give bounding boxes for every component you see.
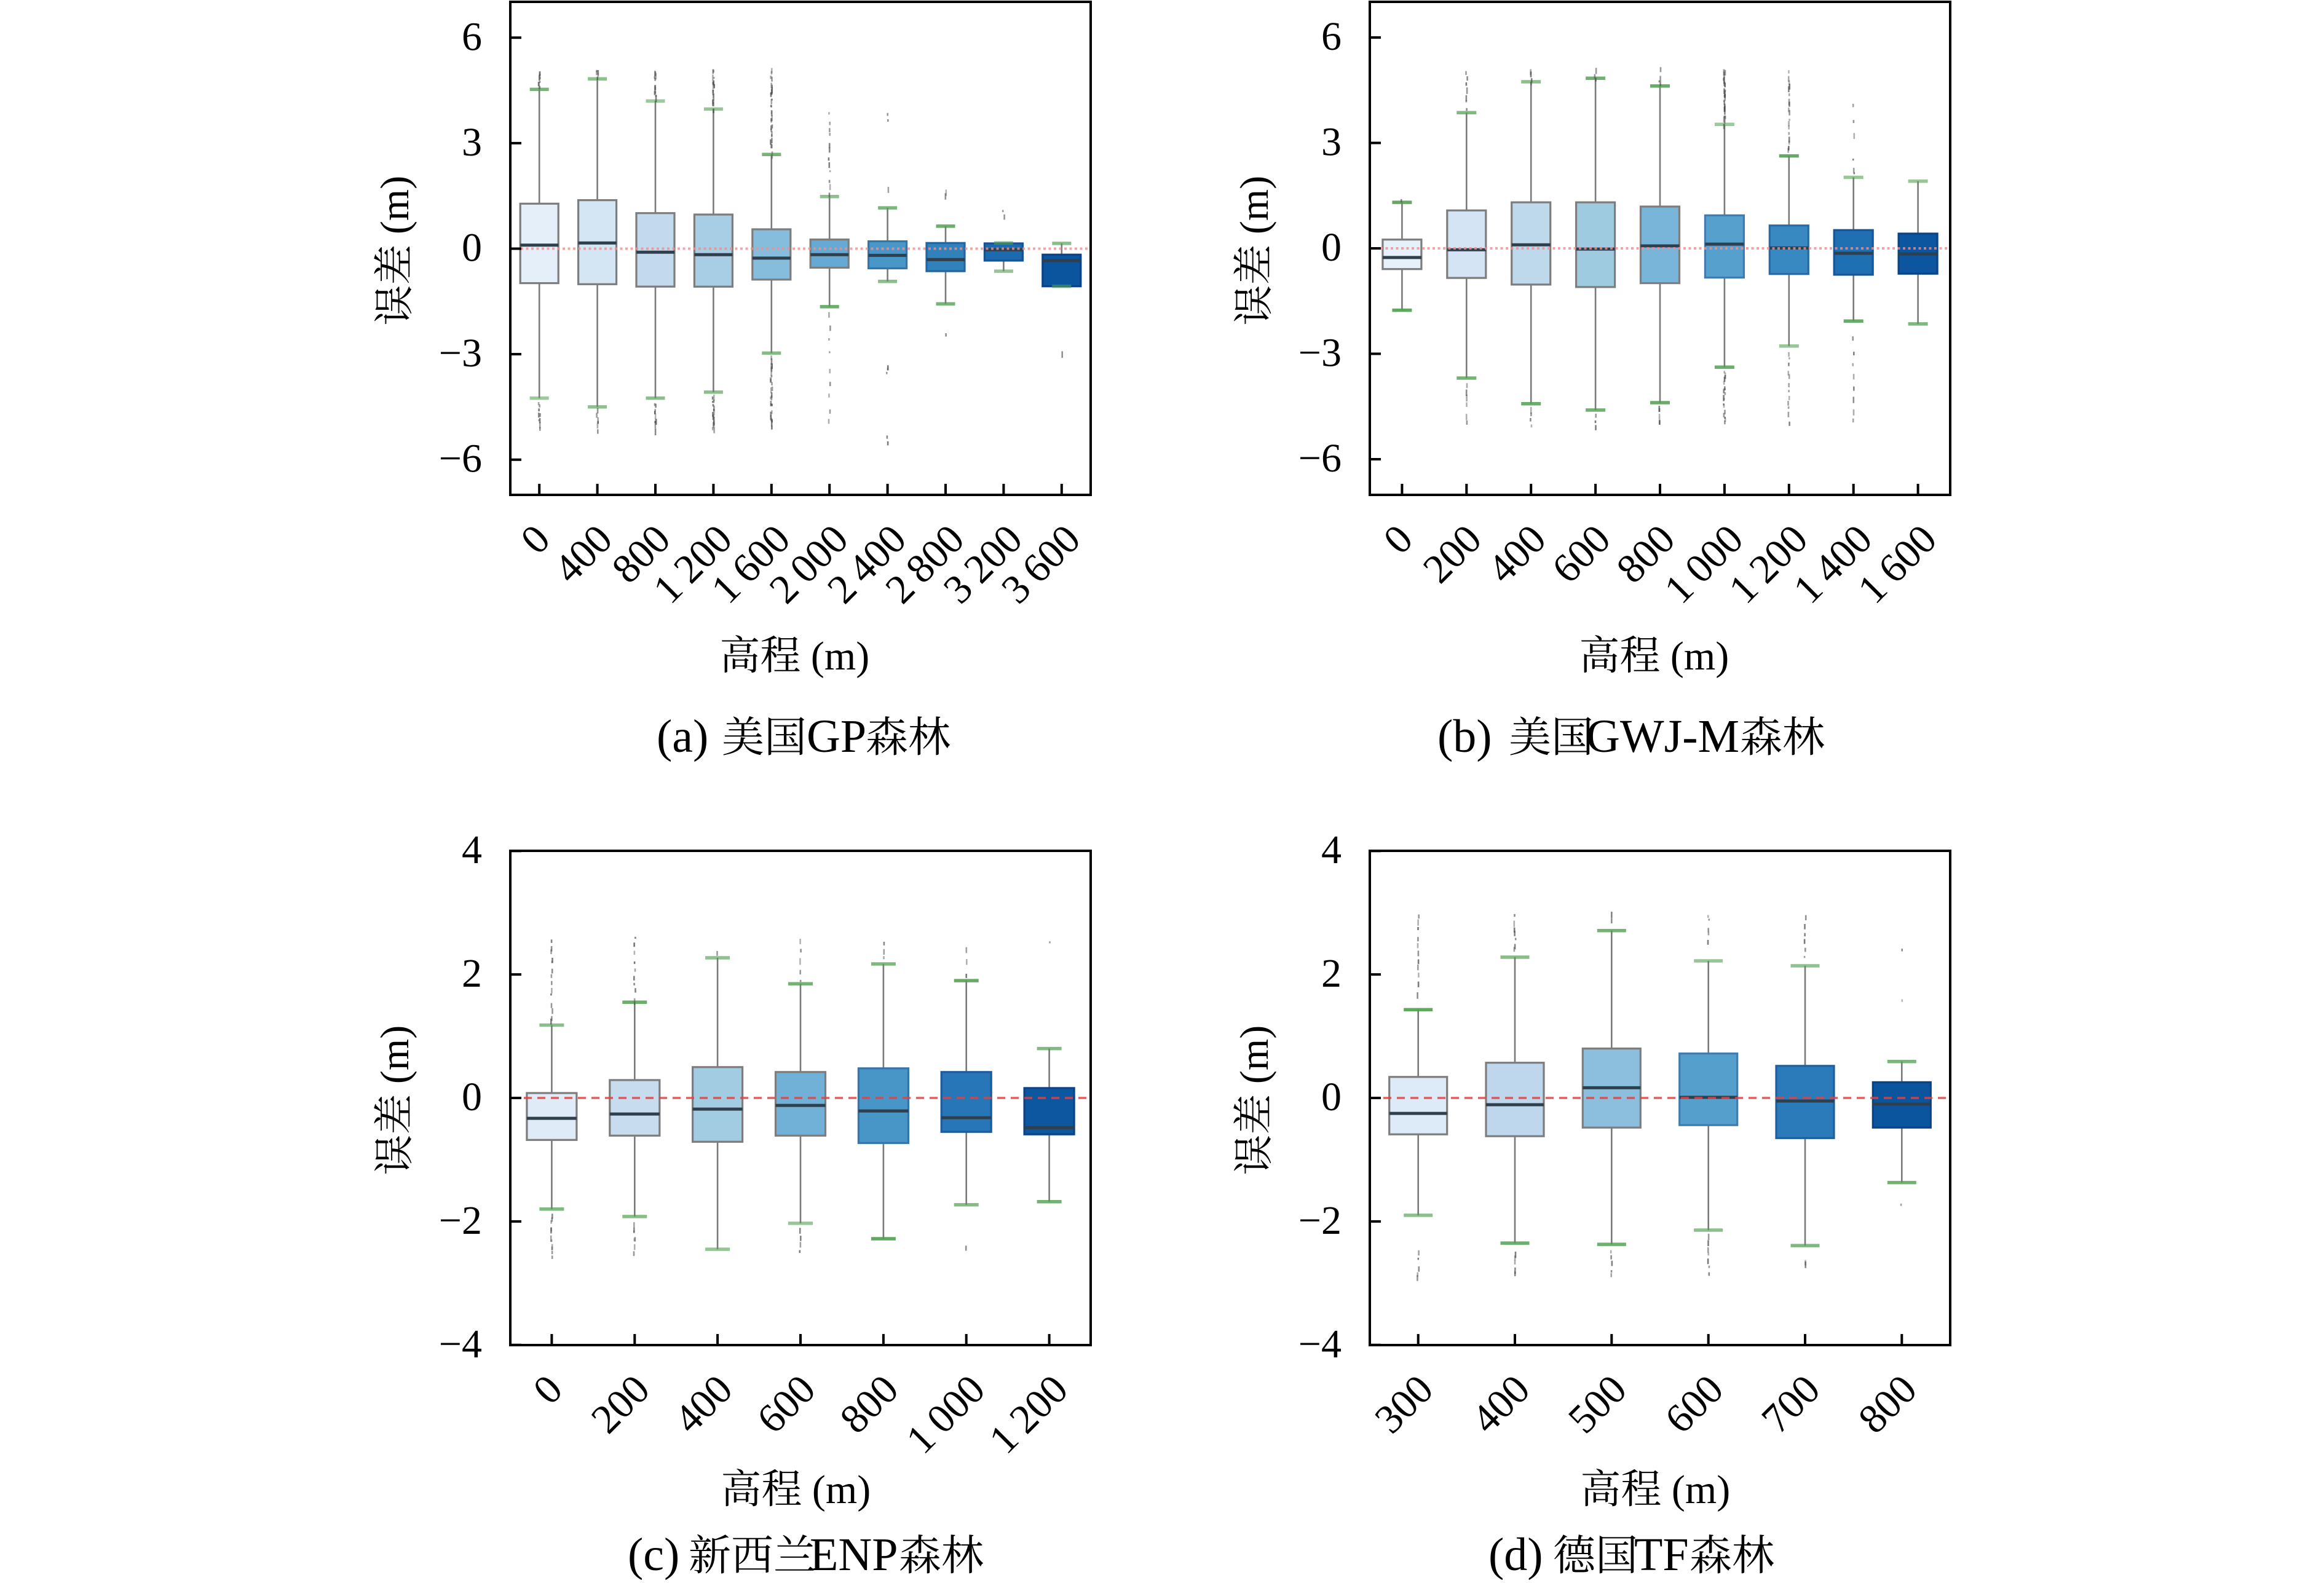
svg-text:−3: −3	[1298, 331, 1342, 376]
svg-text:2: 2	[1321, 951, 1342, 996]
svg-text:(m): (m)	[1232, 176, 1277, 245]
svg-text:6: 6	[462, 14, 482, 59]
svg-text:(c): (c)	[628, 1529, 679, 1581]
svg-text:3: 3	[462, 120, 482, 165]
svg-text:4: 4	[462, 827, 482, 872]
svg-text:(m): (m)	[1660, 634, 1729, 679]
svg-text:GWJ-M: GWJ-M	[1586, 711, 1739, 762]
svg-text:(m): (m)	[802, 1467, 871, 1512]
svg-text:4: 4	[1321, 827, 1342, 872]
svg-text:TF: TF	[1634, 1529, 1689, 1581]
svg-text:(a): (a)	[657, 711, 708, 762]
svg-text:−4: −4	[439, 1322, 482, 1367]
svg-text:0: 0	[462, 1075, 482, 1119]
svg-text:(m): (m)	[373, 176, 417, 245]
svg-text:(m): (m)	[1232, 1025, 1277, 1094]
svg-text:(m): (m)	[800, 634, 869, 679]
svg-text:−6: −6	[1298, 436, 1342, 481]
svg-text:(d): (d)	[1488, 1529, 1543, 1581]
svg-text:GP: GP	[807, 711, 866, 762]
svg-text:6: 6	[1321, 14, 1342, 59]
svg-text:(m): (m)	[1661, 1467, 1730, 1512]
svg-text:3: 3	[1321, 120, 1342, 165]
svg-text:−2: −2	[1298, 1198, 1342, 1243]
svg-text:(m): (m)	[373, 1025, 417, 1094]
svg-text:−4: −4	[1298, 1322, 1342, 1367]
svg-text:0: 0	[462, 226, 482, 270]
svg-text:ENP: ENP	[810, 1529, 898, 1581]
svg-text:−3: −3	[439, 331, 482, 376]
svg-text:0: 0	[1321, 1075, 1342, 1119]
svg-text:0: 0	[1321, 225, 1342, 270]
svg-text:−6: −6	[439, 436, 482, 481]
svg-text:2: 2	[462, 951, 482, 996]
svg-text:−2: −2	[439, 1198, 482, 1243]
svg-text:(b): (b)	[1437, 711, 1492, 762]
